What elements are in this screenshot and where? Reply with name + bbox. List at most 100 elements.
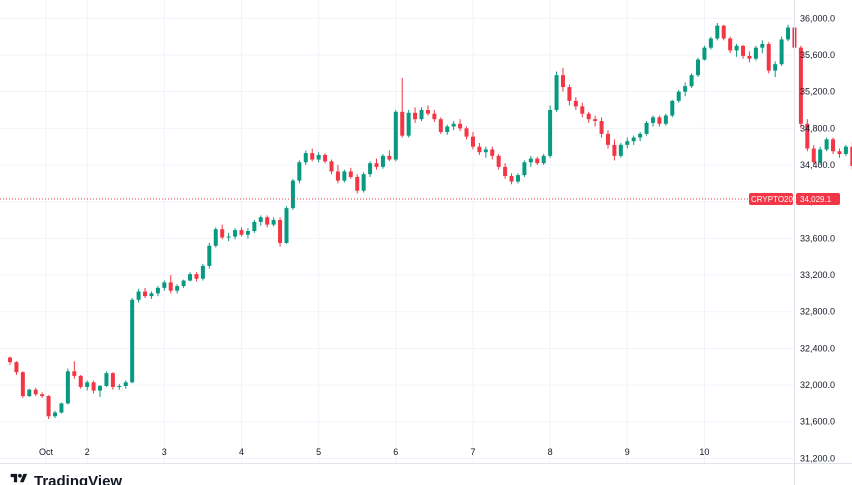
candle bbox=[85, 380, 90, 391]
candle bbox=[522, 160, 527, 177]
candle-body bbox=[136, 291, 141, 300]
candle bbox=[117, 384, 122, 390]
candle bbox=[46, 395, 51, 419]
candle bbox=[297, 160, 302, 184]
candle-body bbox=[657, 117, 662, 124]
candle bbox=[798, 45, 803, 129]
candle-body bbox=[207, 245, 212, 266]
candle-body bbox=[515, 175, 520, 182]
candle bbox=[811, 144, 816, 166]
candle bbox=[734, 44, 739, 57]
candle bbox=[233, 228, 238, 240]
candle bbox=[239, 227, 244, 237]
candle bbox=[470, 132, 475, 150]
candle-body bbox=[400, 111, 405, 136]
candle-body bbox=[593, 119, 598, 122]
candle bbox=[400, 77, 405, 138]
candle bbox=[252, 220, 257, 233]
candle bbox=[689, 73, 694, 89]
candle-body bbox=[374, 163, 379, 167]
candle-body bbox=[265, 217, 270, 225]
candle bbox=[72, 361, 77, 379]
candle bbox=[554, 71, 559, 112]
candle bbox=[393, 110, 398, 162]
candle-series bbox=[8, 22, 852, 419]
candle-body bbox=[8, 357, 12, 363]
candle-body bbox=[663, 115, 668, 124]
tradingview-brand[interactable]: TradingView bbox=[8, 472, 122, 485]
price-tick-label: 32,400.0 bbox=[800, 343, 835, 353]
candle-body bbox=[342, 171, 347, 181]
candle-body bbox=[599, 121, 604, 134]
candle bbox=[657, 115, 662, 127]
time-tick-label: 10 bbox=[699, 447, 709, 457]
price-axis[interactable]: 36,000.0 35,600.0 35,200.0 34,800.0 34,400.0… bbox=[800, 13, 835, 463]
price-tick-label: 33,600.0 bbox=[800, 233, 835, 243]
candle-body bbox=[413, 112, 418, 120]
candle-body bbox=[798, 47, 803, 124]
candle bbox=[419, 107, 424, 122]
candle-body bbox=[605, 133, 610, 145]
candle bbox=[779, 36, 784, 67]
candle-body bbox=[779, 39, 784, 65]
candle bbox=[818, 146, 823, 166]
candle bbox=[432, 110, 437, 122]
candle bbox=[329, 159, 334, 175]
candle-body bbox=[548, 110, 553, 156]
candle bbox=[53, 410, 58, 419]
candle bbox=[168, 275, 173, 294]
candle-body bbox=[625, 141, 630, 145]
candle bbox=[515, 173, 520, 184]
candle bbox=[78, 374, 83, 389]
candle bbox=[278, 217, 283, 247]
candle bbox=[451, 121, 456, 131]
candle bbox=[445, 124, 450, 135]
candle bbox=[509, 173, 514, 185]
candle bbox=[175, 284, 180, 294]
candle-body bbox=[168, 282, 173, 291]
candle-body bbox=[194, 274, 199, 279]
candle bbox=[310, 148, 315, 162]
candle bbox=[599, 117, 604, 138]
candle bbox=[27, 388, 32, 397]
candle-body bbox=[271, 220, 276, 225]
candle-body bbox=[554, 75, 559, 111]
last-price-badge bbox=[796, 193, 840, 206]
candle bbox=[458, 119, 463, 132]
candle bbox=[753, 45, 758, 61]
candle-body bbox=[335, 171, 340, 181]
candle-body bbox=[683, 86, 688, 92]
candle-body bbox=[503, 166, 508, 177]
price-tick-label: 34,400.0 bbox=[800, 160, 835, 170]
candle-body bbox=[805, 123, 810, 149]
candle bbox=[760, 40, 765, 54]
candle-body bbox=[715, 25, 720, 39]
candle bbox=[130, 297, 135, 384]
candle bbox=[580, 102, 585, 118]
candle bbox=[786, 24, 791, 42]
candle-body bbox=[477, 146, 482, 153]
candle-body bbox=[721, 25, 726, 39]
candle-body bbox=[53, 412, 58, 417]
candle-body bbox=[65, 371, 70, 404]
time-axis[interactable]: Oct 2 3 4 5 6 7 8 9 10 bbox=[39, 447, 709, 457]
candle-body bbox=[689, 75, 694, 87]
candle-body bbox=[747, 55, 752, 59]
chart-grid bbox=[0, 0, 794, 463]
candle-body bbox=[361, 174, 366, 191]
candle bbox=[702, 45, 707, 61]
time-tick-label: 8 bbox=[548, 447, 553, 457]
candle bbox=[194, 272, 199, 282]
candle bbox=[14, 361, 19, 375]
candle-body bbox=[470, 136, 475, 147]
candle-body bbox=[580, 106, 585, 114]
candle bbox=[612, 139, 617, 161]
candle-body bbox=[162, 282, 167, 288]
candle-body bbox=[438, 119, 443, 133]
candle-body bbox=[130, 299, 135, 383]
candle bbox=[258, 215, 263, 226]
candle bbox=[631, 135, 636, 145]
last-price-label: 34,029.1 bbox=[800, 195, 832, 204]
candle bbox=[245, 228, 250, 239]
